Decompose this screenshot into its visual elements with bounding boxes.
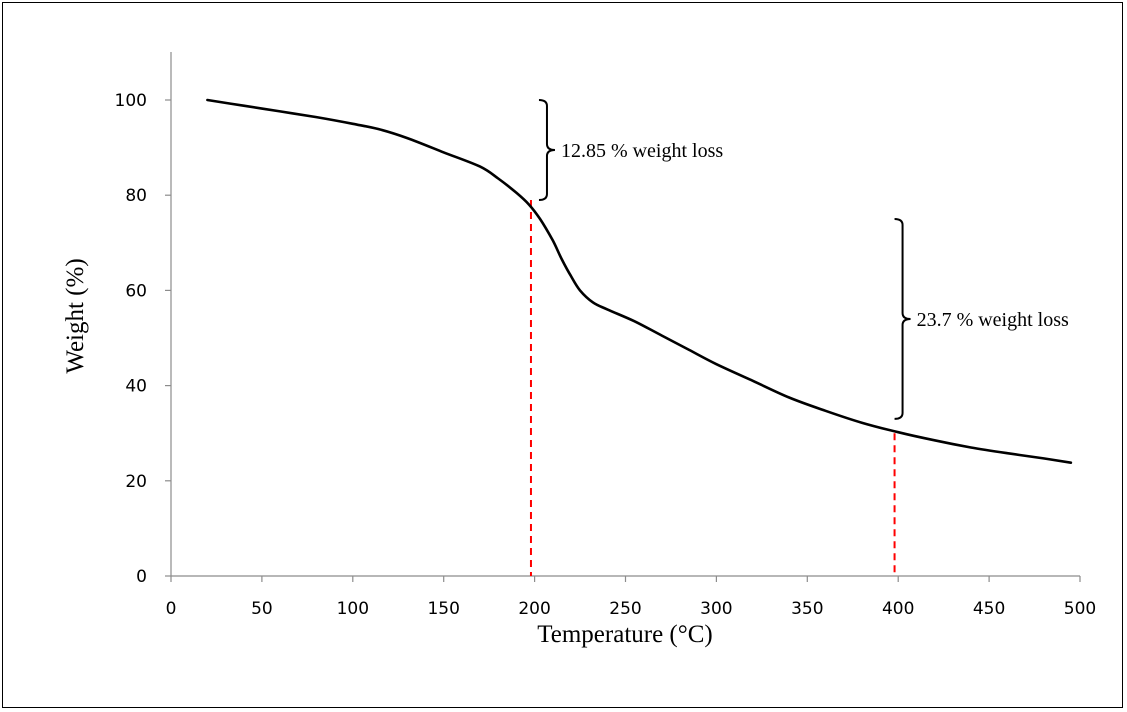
series-line — [206, 98, 1073, 464]
weight-loss-label: 23.7 % weight loss — [917, 309, 1069, 331]
x-tick-label: 200 — [518, 599, 550, 619]
reference-lines — [529, 199, 896, 576]
x-tick-label: 100 — [337, 599, 369, 619]
y-tick-label: 20 — [125, 472, 147, 492]
y-axis-ticks: 0 20 40 60 80 100 — [115, 91, 171, 587]
x-tick-label: 0 — [166, 599, 177, 619]
annotations: 12.85 % weight loss 23.7 % weight loss — [538, 99, 1069, 420]
x-tick-label: 450 — [973, 599, 1005, 619]
x-tick-label: 50 — [251, 599, 273, 619]
x-tick-label: 150 — [427, 599, 459, 619]
series-layer — [206, 98, 1073, 464]
x-tick-label: 250 — [609, 599, 641, 619]
weight-loss-bracket — [538, 99, 555, 201]
y-axis-title: Weight (%) — [62, 258, 89, 373]
x-tick-label: 500 — [1064, 599, 1096, 619]
x-tick-label: 300 — [700, 599, 732, 619]
weight-loss-bracket — [894, 218, 911, 420]
y-tick-label: 40 — [125, 377, 147, 397]
x-tick-label: 400 — [882, 599, 914, 619]
y-tick-label: 100 — [115, 91, 147, 111]
x-axis-ticks: 0 50 100 150 200 250 300 350 400 450 500 — [166, 576, 1096, 619]
y-tick-label: 60 — [125, 281, 147, 301]
x-tick-label: 350 — [791, 599, 823, 619]
weight-loss-label: 12.85 % weight loss — [561, 140, 723, 162]
y-tick-label: 0 — [136, 567, 147, 587]
x-axis-title: Temperature (°C) — [537, 621, 713, 648]
y-tick-label: 80 — [125, 186, 147, 206]
